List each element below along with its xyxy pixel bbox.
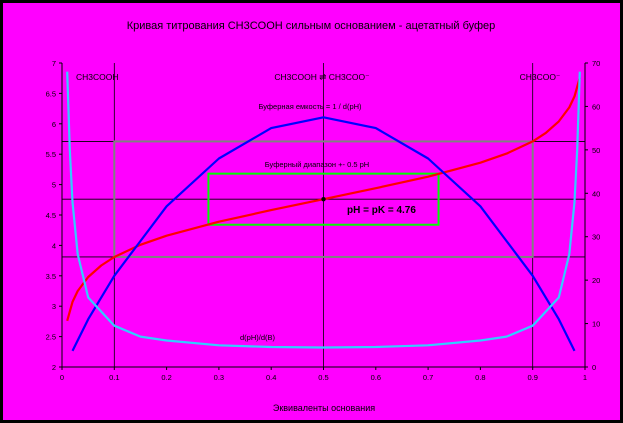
x-tick-label: 1 [583, 373, 587, 382]
y-tick-label: 2.5 [46, 333, 56, 342]
series-line [71, 116, 576, 352]
y-tick-label: 5 [52, 181, 56, 190]
x-tick-label: 0.6 [371, 373, 381, 382]
x-tick-label: 0.9 [527, 373, 537, 382]
curves [66, 71, 581, 352]
y2-tick-label: 10 [592, 320, 600, 329]
annotation-pk: pH = pK = 4.76 [347, 205, 416, 216]
y2-tick-label: 30 [592, 233, 600, 242]
x-tick-label: 0.3 [214, 373, 224, 382]
y-tick-label: 2 [52, 363, 56, 372]
chart-title: Кривая титрования CH3COOH сильным основа… [127, 20, 496, 32]
y-tick-label: 6 [52, 120, 56, 129]
x-axis-label: Эквиваленты основания [273, 403, 375, 413]
chart-background [3, 3, 620, 420]
x-tick-label: 0.4 [266, 373, 276, 382]
series-line [66, 71, 581, 349]
y2-tick-label: 20 [592, 276, 600, 285]
x-tick-label: 0.2 [161, 373, 171, 382]
y2-tick-label: 0 [592, 363, 596, 372]
buffer-range-box [207, 172, 440, 226]
y2-tick-label: 40 [592, 189, 600, 198]
y2-tick-label: 50 [592, 146, 600, 155]
annotation-equilibrium: CH3COOH ⇌ CH3COO⁻ [274, 72, 370, 82]
axes: 0 0.1 0.2 0.3 0.4 0.5 0.6 0.7 0.8 0.9 1 2 2.5 3 3.5 4 4.… [46, 59, 601, 382]
pk-point [321, 196, 326, 202]
y-tick-label: 3.5 [46, 272, 56, 281]
y-tick-label: 5.5 [46, 150, 56, 159]
y-tick-label: 6.5 [46, 89, 56, 98]
x-tick-label: 0.1 [109, 373, 119, 382]
annotation-acid: CH3COOH [76, 72, 119, 82]
buffer-range-box [113, 140, 534, 258]
annotation-base: CH3COO⁻ [520, 72, 561, 82]
y-tick-label: 4 [52, 241, 56, 250]
x-tick-label: 0.7 [423, 373, 433, 382]
annotation-capacity: Буферная емкость = 1 / d(pH) [258, 102, 362, 111]
annotation-derivative: d(pH)/d(B) [240, 333, 276, 342]
y2-tick-label: 70 [592, 59, 600, 68]
x-tick-label: 0.8 [475, 373, 485, 382]
buffer-boxes [113, 140, 534, 258]
annotation-buffer-range: Буферный диапазон +- 0.5 pH [265, 160, 369, 169]
y-tick-label: 3 [52, 302, 56, 311]
y2-tick-label: 60 [592, 102, 600, 111]
y-tick-label: 7 [52, 59, 56, 68]
x-tick-label: 0 [60, 373, 64, 382]
y-tick-label: 4.5 [46, 211, 56, 220]
x-tick-label: 0.5 [318, 373, 328, 382]
